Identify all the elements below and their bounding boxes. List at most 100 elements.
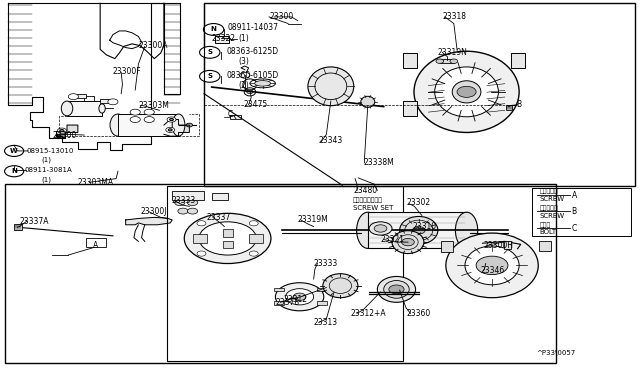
Text: 23333: 23333 [314, 259, 338, 268]
Circle shape [170, 118, 173, 121]
Bar [215, 36, 229, 43]
Circle shape [285, 289, 314, 305]
Text: 08915-13010: 08915-13010 [27, 148, 74, 154]
Text: 08360-6105D: 08360-6105D [227, 71, 278, 80]
Bar [368, 212, 467, 248]
Ellipse shape [172, 114, 185, 136]
Bar [86, 238, 106, 247]
Text: 23378: 23378 [275, 298, 300, 307]
Text: S: S [207, 73, 212, 79]
Circle shape [249, 221, 258, 226]
Text: スクリュー: スクリュー [540, 189, 559, 194]
Bar [403, 53, 417, 68]
Bar [506, 105, 513, 110]
Bar [230, 115, 241, 119]
Bar [100, 99, 109, 103]
Ellipse shape [392, 231, 424, 254]
Circle shape [369, 222, 392, 235]
Text: 23303MA: 23303MA [78, 178, 114, 187]
Circle shape [188, 200, 198, 206]
Text: W: W [10, 148, 18, 154]
Bar [77, 94, 86, 98]
Text: (1): (1) [239, 34, 249, 43]
Bar [317, 288, 327, 291]
Text: 23300: 23300 [52, 131, 77, 140]
Circle shape [412, 227, 425, 234]
Text: 23300J: 23300J [140, 207, 167, 217]
Text: 23303M: 23303M [138, 101, 169, 110]
Text: 23337A: 23337A [19, 217, 49, 225]
Bar [440, 59, 454, 63]
Text: 23360: 23360 [406, 309, 430, 318]
Text: 23333: 23333 [172, 196, 196, 205]
Circle shape [167, 117, 176, 122]
Circle shape [168, 129, 172, 131]
Text: 08363-6125D: 08363-6125D [227, 47, 278, 56]
Circle shape [240, 72, 250, 78]
Circle shape [199, 222, 256, 255]
Polygon shape [125, 217, 172, 225]
Bar [204, 3, 636, 186]
Circle shape [175, 200, 185, 206]
Text: 23318: 23318 [442, 12, 467, 22]
Circle shape [4, 166, 24, 177]
Circle shape [457, 86, 476, 97]
Text: SCREW: SCREW [540, 212, 565, 218]
Circle shape [200, 46, 220, 58]
Ellipse shape [450, 59, 458, 63]
Text: A: A [572, 191, 577, 200]
Text: A: A [93, 241, 99, 250]
Text: 23338M: 23338M [364, 157, 394, 167]
Bar [4, 184, 556, 363]
Ellipse shape [446, 233, 538, 298]
Text: 23302: 23302 [406, 198, 430, 207]
Bar [223, 229, 233, 237]
Text: N: N [11, 168, 17, 174]
Text: B: B [572, 207, 577, 217]
Text: 08911-14037: 08911-14037 [228, 23, 278, 32]
Circle shape [68, 94, 79, 100]
Ellipse shape [110, 114, 126, 136]
Text: 23300: 23300 [269, 12, 293, 22]
Circle shape [58, 128, 67, 133]
Ellipse shape [61, 101, 73, 116]
Circle shape [204, 23, 224, 35]
Ellipse shape [255, 81, 271, 86]
Ellipse shape [384, 280, 409, 298]
Ellipse shape [378, 276, 415, 302]
Bar [67, 101, 102, 116]
Text: 23300F: 23300F [113, 67, 141, 76]
Text: 23313: 23313 [314, 318, 338, 327]
Circle shape [197, 251, 206, 256]
Bar [441, 241, 452, 252]
Circle shape [389, 285, 404, 294]
Bar [14, 224, 22, 230]
Circle shape [293, 293, 306, 301]
Circle shape [4, 145, 24, 157]
Bar [172, 191, 204, 200]
Text: 23337: 23337 [207, 213, 231, 222]
Bar [212, 193, 228, 200]
Text: N: N [211, 26, 216, 32]
Text: SCREW: SCREW [540, 196, 565, 202]
Circle shape [60, 129, 64, 132]
Bar [274, 288, 284, 291]
Circle shape [144, 116, 154, 122]
Text: 23312+A: 23312+A [351, 309, 386, 318]
Ellipse shape [414, 51, 519, 132]
Bar [167, 186, 403, 361]
Text: 23322: 23322 [212, 34, 236, 43]
Circle shape [197, 221, 206, 226]
Ellipse shape [436, 59, 444, 63]
Circle shape [246, 90, 253, 94]
Ellipse shape [99, 104, 105, 113]
Text: (3): (3) [239, 57, 250, 66]
Bar [504, 241, 511, 249]
Bar [223, 241, 233, 248]
Ellipse shape [456, 212, 477, 248]
Text: (2): (2) [239, 81, 249, 90]
Text: 23321: 23321 [381, 235, 404, 244]
Polygon shape [164, 119, 189, 136]
Text: スクリューセット: スクリューセット [353, 197, 383, 203]
Bar [317, 301, 327, 305]
